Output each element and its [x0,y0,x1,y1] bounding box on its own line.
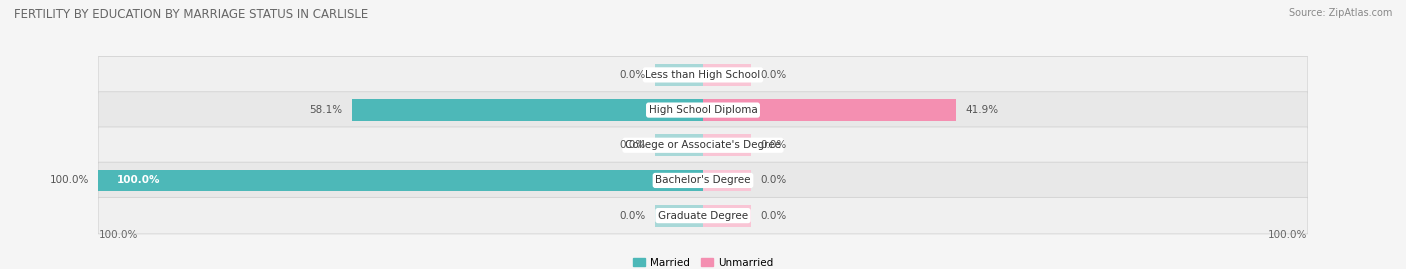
FancyBboxPatch shape [98,197,1308,234]
Text: Source: ZipAtlas.com: Source: ZipAtlas.com [1288,8,1392,18]
Text: 100.0%: 100.0% [51,175,90,185]
Text: Bachelor's Degree: Bachelor's Degree [655,175,751,185]
FancyBboxPatch shape [98,56,1308,93]
Text: 0.0%: 0.0% [619,140,645,150]
Text: 0.0%: 0.0% [761,175,787,185]
Text: 41.9%: 41.9% [966,105,998,115]
Legend: Married, Unmarried: Married, Unmarried [628,253,778,269]
Text: 100.0%: 100.0% [98,230,138,240]
Bar [703,169,751,191]
Bar [98,169,703,191]
Text: 58.1%: 58.1% [309,105,343,115]
Text: 0.0%: 0.0% [761,70,787,80]
Text: 0.0%: 0.0% [619,211,645,221]
FancyBboxPatch shape [98,92,1308,128]
Text: 100.0%: 100.0% [1268,230,1308,240]
FancyBboxPatch shape [98,127,1308,164]
Text: 100.0%: 100.0% [117,175,160,185]
Bar [655,205,703,226]
Text: 0.0%: 0.0% [619,70,645,80]
Text: College or Associate's Degree: College or Associate's Degree [626,140,780,150]
Bar [703,205,751,226]
Text: Less than High School: Less than High School [645,70,761,80]
Bar [655,64,703,86]
Bar [703,134,751,156]
Text: 0.0%: 0.0% [761,140,787,150]
Bar [655,134,703,156]
FancyBboxPatch shape [98,162,1308,199]
Bar [703,99,956,121]
Bar [703,64,751,86]
Bar [352,99,703,121]
Text: Graduate Degree: Graduate Degree [658,211,748,221]
Text: 0.0%: 0.0% [761,211,787,221]
Text: FERTILITY BY EDUCATION BY MARRIAGE STATUS IN CARLISLE: FERTILITY BY EDUCATION BY MARRIAGE STATU… [14,8,368,21]
Text: High School Diploma: High School Diploma [648,105,758,115]
